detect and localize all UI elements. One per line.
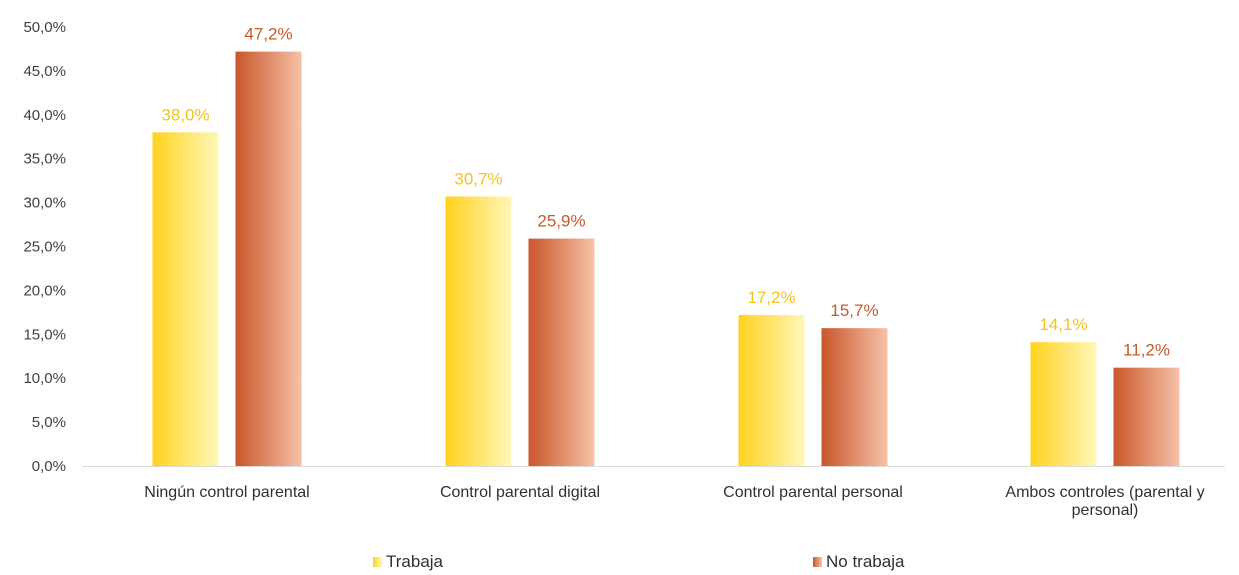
y-tick-label: 10,0% [23, 370, 66, 387]
data-label: 17,2% [747, 288, 795, 307]
bars-layer [152, 51, 1180, 467]
category-label: personal) [1072, 502, 1139, 519]
data-label: 47,2% [244, 25, 292, 44]
labels-layer: 38,0% 47,2% 30,7% 25,9% 17,2% 15,7% 14,1% 11,2% [161, 25, 1170, 360]
axis-layer: 0,0% 5,0% 10,0% 15,0% 20,0% 25,0% 30,0% 35,0% 40… [23, 19, 1225, 519]
data-label: 38,0% [161, 105, 209, 124]
category-label: Ningún control parental [144, 484, 309, 501]
data-label: 14,1% [1039, 315, 1087, 334]
legend-swatch [813, 557, 822, 567]
category-label: Ambos controles (parental y [1005, 484, 1204, 501]
category-label: Control parental personal [723, 484, 903, 501]
y-tick-label: 0,0% [32, 458, 66, 475]
legend-label: Trabaja [386, 552, 444, 571]
legend-label: No trabaja [826, 552, 905, 571]
data-label: 11,2% [1123, 341, 1170, 360]
category-label: Control parental digital [440, 484, 600, 501]
bar-no-trabaja [821, 328, 888, 466]
y-tick-label: 20,0% [23, 282, 66, 299]
bar-no-trabaja [235, 51, 302, 467]
bar-trabaja [1030, 342, 1097, 466]
y-tick-label: 5,0% [32, 414, 66, 431]
y-tick-label: 30,0% [23, 195, 66, 212]
y-tick-label: 35,0% [23, 151, 66, 168]
y-tick-label: 50,0% [23, 19, 66, 36]
bar-trabaja [445, 196, 512, 467]
data-label: 30,7% [454, 169, 502, 188]
bar-no-trabaja [528, 238, 595, 466]
y-tick-label: 25,0% [23, 239, 66, 256]
y-tick-label: 40,0% [23, 107, 66, 124]
bar-trabaja [738, 314, 805, 466]
y-tick-label: 15,0% [23, 326, 66, 343]
data-label: 25,9% [537, 212, 585, 231]
legend: Trabaja No trabaja [373, 552, 905, 571]
legend-swatch [373, 557, 382, 567]
data-label: 15,7% [830, 301, 878, 320]
y-tick-label: 45,0% [23, 63, 66, 80]
bar-no-trabaja [1113, 367, 1180, 466]
bar-trabaja [152, 132, 219, 467]
